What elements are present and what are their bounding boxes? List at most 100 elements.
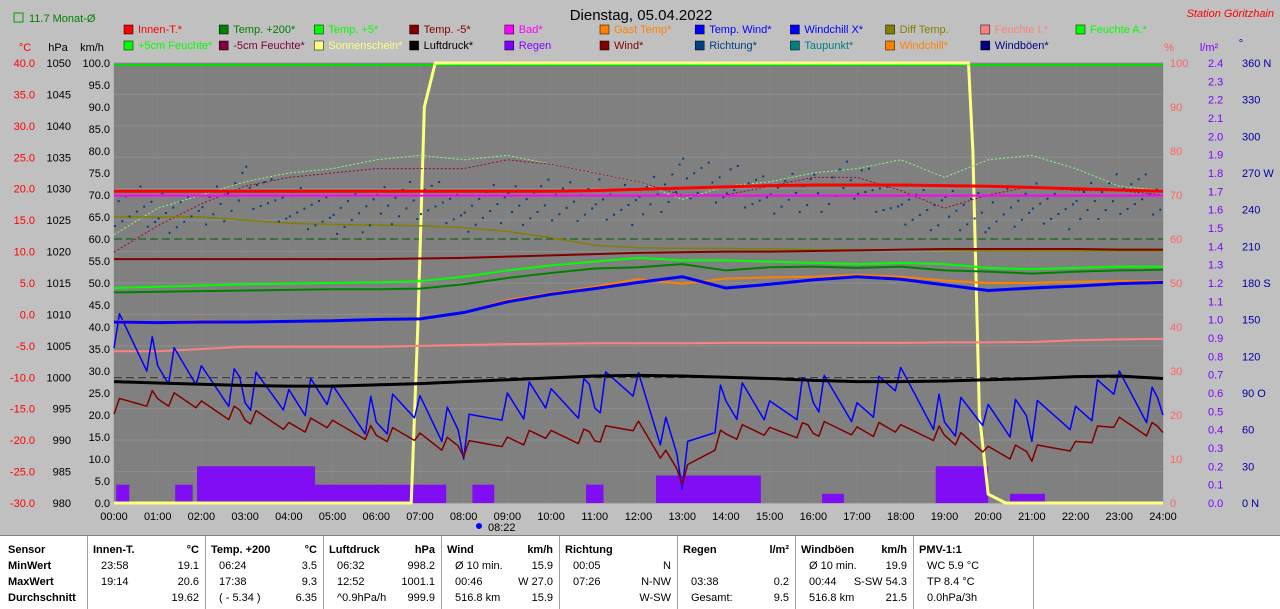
direction-dot (274, 199, 277, 202)
stats-cell-label: 00:44 (809, 576, 837, 588)
direction-dot (558, 213, 561, 216)
direction-dot (514, 185, 517, 188)
direction-dot (452, 218, 455, 221)
stats-col-unit: l/m² (769, 544, 789, 556)
direction-dot (849, 179, 852, 182)
tick-kmh: 80.0 (89, 146, 110, 158)
stats-label-avg: Durchschnitt (8, 592, 76, 604)
stats-cell-value: N-NW (641, 576, 671, 588)
station-name: Station Göritzhain (1187, 8, 1274, 20)
direction-dot (904, 223, 907, 226)
tick-rain: 0.9 (1208, 333, 1223, 345)
direction-dot (1013, 225, 1016, 228)
tick-press: 1040 (47, 121, 71, 133)
direction-dot (518, 204, 521, 207)
legend-label: Regen (519, 40, 551, 52)
stats-cell-label: Gesamt: (691, 592, 733, 604)
tick-time: 20:00 (974, 511, 1002, 523)
legend-label: Richtung* (709, 40, 757, 52)
direction-dot (226, 192, 229, 195)
direction-dot (787, 198, 790, 201)
tick-dir: 0 N (1242, 498, 1259, 510)
direction-dot (430, 184, 433, 187)
direction-dot (937, 224, 940, 227)
stats-cell-value: W-SW (639, 592, 671, 604)
tick-temp: -15.0 (10, 404, 35, 416)
direction-dot (412, 199, 415, 202)
direction-dot (492, 184, 495, 187)
direction-dot (372, 198, 375, 201)
direction-dot (1024, 192, 1027, 195)
direction-dot (343, 225, 346, 228)
stats-cell-value: S-SW 54.3 (853, 576, 907, 588)
direction-dot (816, 192, 819, 195)
direction-dot (1046, 197, 1049, 200)
stats-col-title: Innen-T. (93, 544, 135, 556)
direction-dot (634, 199, 637, 202)
direction-dot (969, 197, 972, 200)
direction-dot (467, 230, 470, 233)
direction-dot (339, 206, 342, 209)
direction-dot (248, 186, 251, 189)
direction-dot (867, 167, 870, 170)
tick-kmh: 85.0 (89, 124, 110, 136)
direction-dot (791, 172, 794, 175)
stats-cell-value: 19.1 (177, 560, 199, 572)
direction-dot (806, 204, 809, 207)
direction-dot (714, 201, 717, 204)
stats-cell-label: 17:38 (219, 576, 247, 588)
tick-time: 16:00 (800, 511, 828, 523)
tick-rain: 0.2 (1208, 461, 1223, 473)
direction-dot (882, 209, 885, 212)
stats-cell-label: Ø 10 min. (809, 560, 857, 572)
direction-dot (1071, 203, 1074, 206)
tick-time: 07:00 (406, 511, 434, 523)
direction-dot (1006, 187, 1009, 190)
stats-cell-value: N (663, 560, 671, 572)
series-windb-en- (113, 313, 1164, 490)
tick-time: 21:00 (1018, 511, 1046, 523)
direction-dot (977, 192, 980, 195)
direction-dot (722, 196, 725, 199)
direction-dot (1039, 202, 1042, 205)
direction-dot (809, 178, 812, 181)
tick-rain: 2.4 (1208, 58, 1223, 70)
tick-time: 12:00 (625, 511, 653, 523)
direction-dot (201, 206, 204, 209)
tick-time: 22:00 (1062, 511, 1090, 523)
direction-dot (598, 178, 601, 181)
direction-dot (959, 229, 962, 232)
legend-swatch (599, 24, 610, 35)
weather-chart: 40.0 35.0 30.0 25.0 20.0 15.0 10.0 5.0 0.0 -5.0 -1… (9, 7, 1275, 534)
direction-dot (623, 183, 626, 186)
direction-dot (489, 210, 492, 213)
direction-dot (940, 199, 943, 202)
direction-dot (197, 209, 200, 212)
direction-dot (1148, 193, 1151, 196)
direction-dot (1137, 178, 1140, 181)
direction-dot (175, 226, 178, 229)
direction-dot (660, 210, 663, 213)
stats-cell-label: 0.0hPa/3h (927, 592, 978, 604)
direction-dot (565, 206, 568, 209)
legend-label: Gast Temp* (614, 24, 672, 36)
stats-col-unit: km/h (881, 544, 907, 556)
direction-dot (460, 214, 463, 217)
direction-dot (1082, 190, 1085, 193)
direction-dot (146, 225, 149, 228)
tick-press: 1000 (47, 372, 71, 384)
legend-swatch (314, 40, 324, 51)
stats-col-unit: km/h (527, 544, 553, 556)
rain-bar (472, 484, 495, 503)
legend-label: Taupunkt* (804, 40, 854, 52)
direction-dot (478, 197, 481, 200)
direction-dot (613, 213, 616, 216)
tick-rain: 2.0 (1208, 131, 1223, 143)
direction-dot (1017, 199, 1020, 202)
direction-dot (186, 195, 189, 198)
unit-rain: l/m² (1200, 42, 1219, 54)
legend-swatch (694, 24, 705, 35)
tick-rain: 0.0 (1208, 498, 1223, 510)
direction-dot (1042, 222, 1045, 225)
direction-dot (908, 198, 911, 201)
